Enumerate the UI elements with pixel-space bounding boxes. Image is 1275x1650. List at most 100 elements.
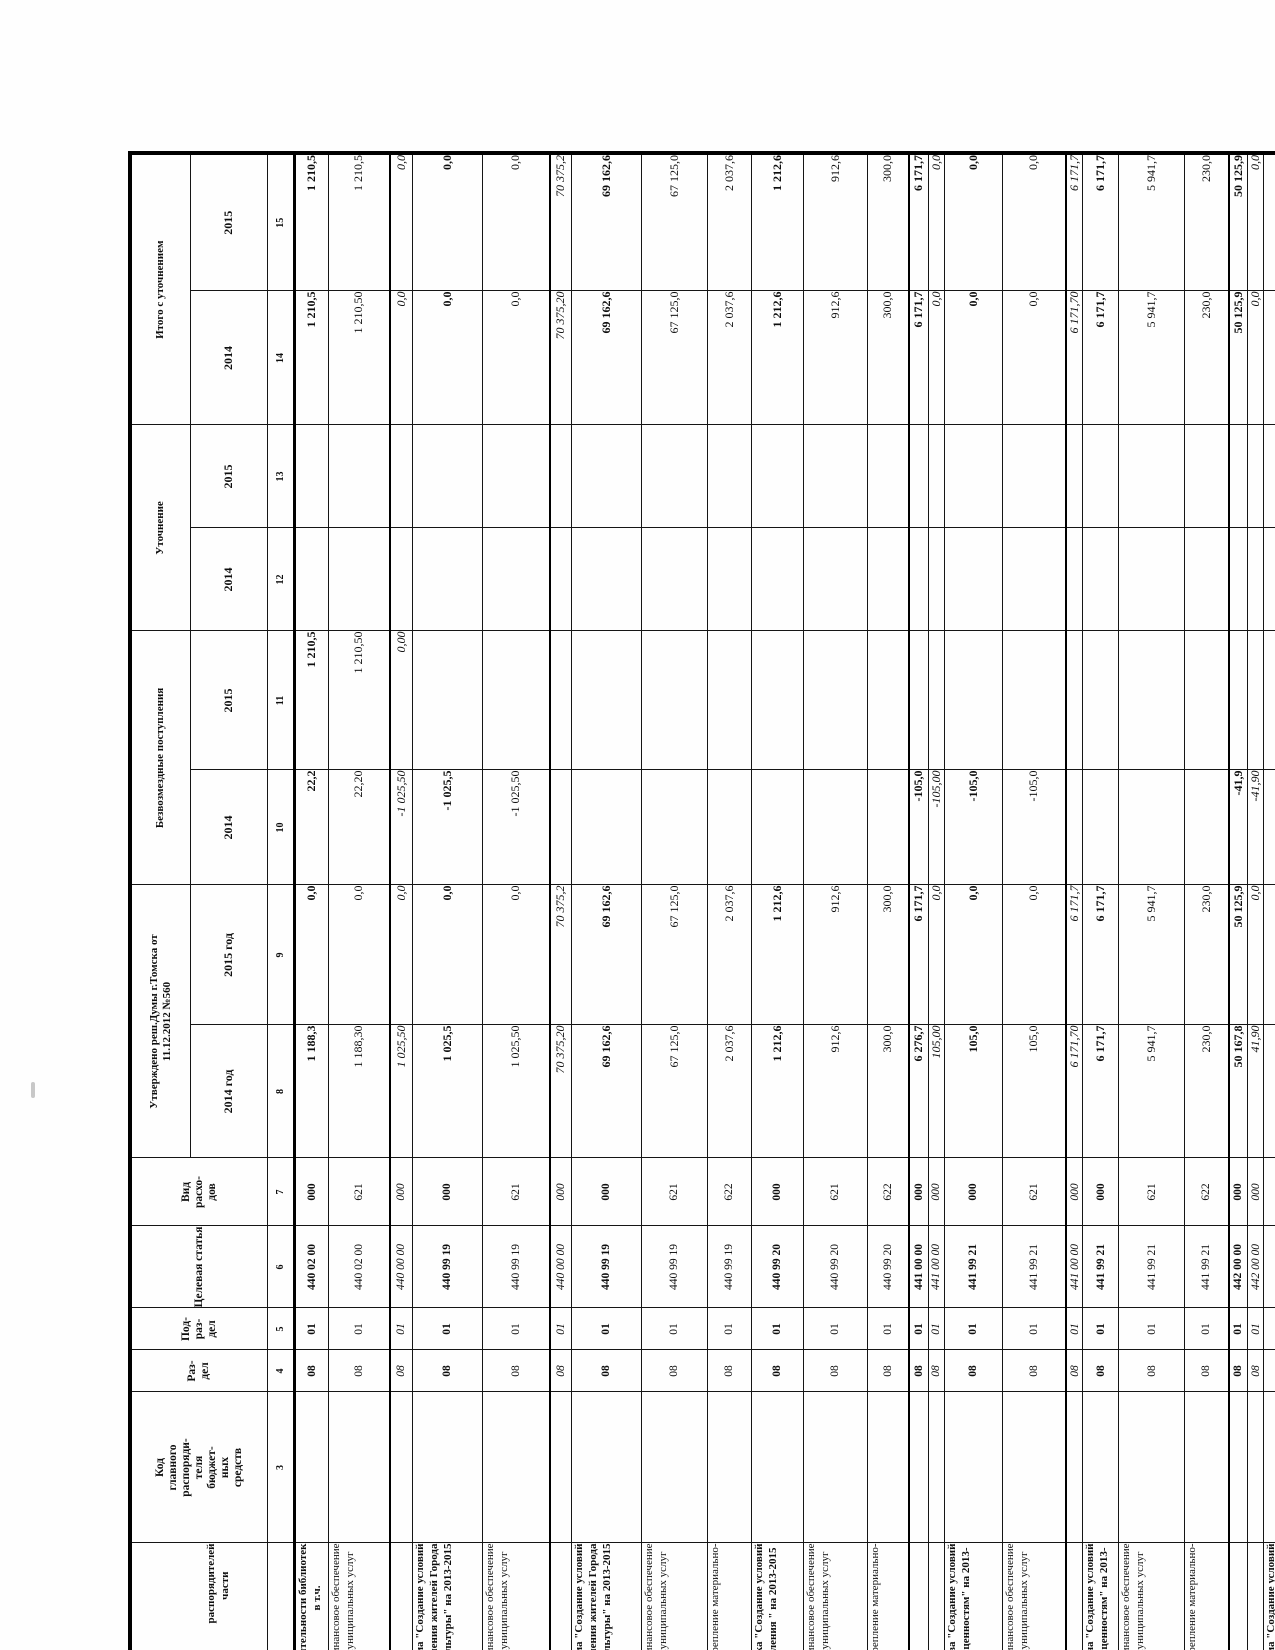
table-row: на финансовое обеспечение муниципальных у… — [328, 152, 390, 1650]
name-lines: на укрепление материально- — [708, 1544, 722, 1650]
header-celevaya-statya: Целевая статья — [130, 1226, 267, 1308]
value-cell-col14: 0,0 — [944, 290, 1002, 425]
name-line: чения жителей Города — [586, 1543, 599, 1650]
code-cell: 441 99 21 — [944, 1226, 1002, 1308]
code-cell — [867, 1392, 909, 1543]
code-cell: 441 99 21 — [1184, 1226, 1229, 1308]
code-cell: 08 — [803, 1350, 867, 1392]
code-cell — [390, 1392, 412, 1543]
value-cell-col14: 2 037,6 — [707, 290, 751, 425]
value-cell-col12 — [944, 527, 1002, 631]
header-vid-rashodov: Вид расхо- дов — [130, 1158, 267, 1226]
value-cell-col12 — [751, 527, 803, 631]
value-cell-col14: 50 125,9 — [1228, 290, 1248, 425]
value-cell-col15: 0,0 — [482, 152, 550, 291]
code-cell: 441 00 00 — [1066, 1226, 1083, 1308]
row-name-cell: ма "Создание условий — [1263, 1543, 1275, 1650]
name-line: на финансовое обеспечение — [483, 1543, 496, 1650]
value-cell-col13 — [412, 424, 482, 528]
name-line: на финансовое обеспечение — [1120, 1543, 1132, 1650]
table-row: на финансовое обеспечение муниципальных у… — [482, 152, 550, 1650]
name-line: ма "Создание условий — [572, 1543, 585, 1650]
code-cell: 08 — [482, 1350, 550, 1392]
table-row: 08 01 441 00 00 000 6 171,70 6 171,7 6 171,70 6… — [1066, 152, 1083, 1650]
value-cell-col12 — [1118, 527, 1185, 631]
name-line: в т.ч. — [310, 1585, 323, 1611]
code-cell: 08 — [751, 1350, 803, 1392]
value-cell-col11 — [1066, 630, 1083, 770]
code-cell: 622 — [867, 1158, 909, 1226]
code-cell: 08 — [550, 1350, 571, 1392]
value-cell-col15: 67 125,0 — [641, 152, 707, 291]
header-podrazdel: Под- раз- дел — [130, 1308, 267, 1350]
name-line: муниципальных услуг — [818, 1551, 831, 1650]
value-cell-col8: 300,0 — [867, 1025, 909, 1158]
code-cell: 01 — [1002, 1308, 1066, 1350]
code-cell: 01 — [803, 1308, 867, 1350]
value-cell-col9: 70 375,2 — [550, 884, 571, 1025]
row-name-cell: на "Создание условий ым ценностям" на 201… — [1082, 1543, 1119, 1650]
name-lines: ма "Создание условий чения жителей Города… — [413, 1544, 455, 1650]
value-cell-col15: 1 212,6 — [751, 152, 803, 291]
value-cell-col14: 0,0 — [412, 290, 482, 425]
value-cell-col11 — [707, 630, 751, 770]
header-year: 2015 — [190, 152, 267, 291]
value-cell-col12 — [641, 527, 707, 631]
code-cell: 08 — [707, 1350, 751, 1392]
code-cell: 01 — [1082, 1308, 1119, 1350]
value-cell-col15: 0,0 — [412, 152, 482, 291]
header-group-1: Безвозмездные поступления — [130, 630, 190, 885]
value-cell-col10: 22,2 — [294, 769, 328, 885]
code-cell: 621 — [803, 1158, 867, 1226]
code-cell: 440 99 19 — [707, 1226, 751, 1308]
value-cell-col12 — [1247, 527, 1264, 631]
value-cell-col10: -41,9 — [1228, 769, 1248, 885]
value-cell-col14: 0,0 — [928, 290, 944, 425]
code-cell: 08 — [867, 1350, 909, 1392]
header-group-2: Уточнение — [130, 424, 190, 631]
value-cell-col12 — [390, 527, 412, 631]
table-row: на финансовое обеспечение муниципальных у… — [1118, 152, 1185, 1650]
code-cell: 000 — [1082, 1158, 1119, 1226]
value-cell-col9: 0,0 — [482, 884, 550, 1025]
code-cell: 08 — [944, 1350, 1002, 1392]
value-cell-col8: 1 025,50 — [482, 1025, 550, 1158]
value-cell-col13 — [751, 424, 803, 528]
row-name-cell: на финансовое обеспечение муниципальных у… — [482, 1543, 550, 1650]
value-cell-col8: 1 212,6 — [751, 1025, 803, 1158]
value-cell-col8: 69 162,6 — [571, 1025, 641, 1158]
code-cell: 01 — [1066, 1308, 1083, 1350]
name-line: ма "Создание условий — [413, 1543, 426, 1650]
table-row: на "Создание условий ым ценностям" на 201… — [1082, 152, 1119, 1650]
value-cell-col13 — [707, 424, 751, 528]
name-line: распорядителей — [205, 1543, 217, 1624]
value-cell-col9: 5 941,7 — [1118, 884, 1185, 1025]
value-cell-col13 — [867, 424, 909, 528]
value-cell-col15: 0,0 — [1247, 152, 1264, 291]
value-cell-col13 — [641, 424, 707, 528]
header-year: 2015 год — [190, 884, 267, 1025]
value-cell-col14: 300,0 — [867, 290, 909, 425]
value-cell-col8: 5 941,7 — [1118, 1025, 1185, 1158]
value-cell-col9: 0,0 — [944, 884, 1002, 1025]
name-line: ультуры" на 2013-2015 — [441, 1543, 454, 1650]
value-cell-col8: 1 188,3 — [294, 1025, 328, 1158]
code-cell — [751, 1392, 803, 1543]
header-kod-grbs: Код главного распоряди- теля бюджет- ных… — [130, 1392, 267, 1543]
code-cell: 08 — [1082, 1350, 1119, 1392]
value-cell-col11 — [909, 630, 928, 770]
value-cell-col13 — [1082, 424, 1119, 528]
header-year: 2014 год — [190, 1025, 267, 1158]
value-cell-col13 — [1184, 424, 1229, 528]
value-cell-col8: 41,9 — [1263, 1025, 1275, 1158]
row-name-cell — [550, 1543, 571, 1650]
code-cell: 01 — [1118, 1308, 1185, 1350]
value-cell-col11 — [482, 630, 550, 770]
value-cell-col12 — [412, 527, 482, 631]
code-cell: 01 — [1247, 1308, 1264, 1350]
value-cell-col14: 230,0 — [1184, 290, 1229, 425]
header-year: 2014 — [190, 527, 267, 631]
value-cell-col15: 50 125,9 — [1228, 152, 1248, 291]
value-cell-col14: 69 162,6 — [571, 290, 641, 425]
value-cell-col14: 1 210,5 — [294, 290, 328, 425]
